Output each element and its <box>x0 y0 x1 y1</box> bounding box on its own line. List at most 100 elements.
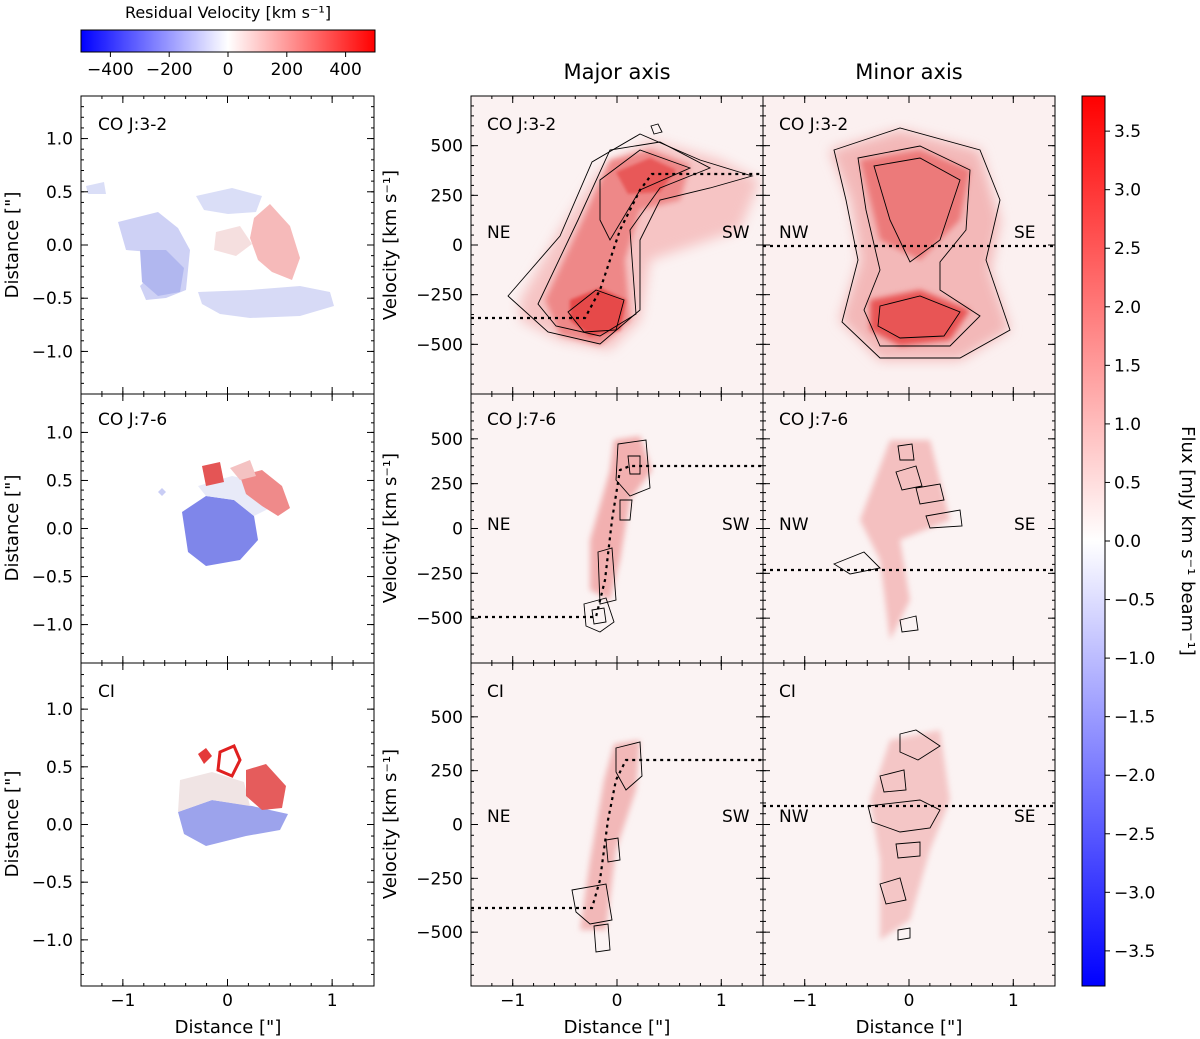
y-tick-label: 0.0 <box>46 236 73 256</box>
colorbar-top-gradient <box>80 29 376 53</box>
map-row3-red-dot <box>198 748 212 764</box>
pv-minor-row3-contour5 <box>879 877 907 905</box>
pv-major-row1-dir-right: SW <box>722 223 750 243</box>
x-tick-label: 0 <box>612 991 623 1011</box>
map-row1-blue-patch-north <box>196 188 262 214</box>
pv-major-row1-contour1 <box>507 133 754 345</box>
colorbar-right-tick-label: 1.0 <box>1114 415 1141 435</box>
pv-minor-row1-core-bottom <box>870 290 970 346</box>
map-row3-blue-patch <box>178 800 288 846</box>
pv-ylabel-row2: Velocity [km s⁻¹] <box>380 453 401 603</box>
colorbar-right-tick-label: −3.0 <box>1114 883 1155 903</box>
colorbar-right-tick-label: 1.5 <box>1114 356 1141 376</box>
y-tick-label: −500 <box>416 609 463 629</box>
y-tick-label: −0.5 <box>32 289 73 309</box>
pv-major-row2-contour-top <box>615 439 651 497</box>
pv-major-row1-dir-left: NE <box>487 223 510 243</box>
x-tick-label: −1 <box>110 991 135 1011</box>
y-tick-label: −0.5 <box>32 568 73 588</box>
pv-minor-row1-dir-left: NW <box>779 223 809 243</box>
colorbar-top-tick-label: 400 <box>329 60 361 80</box>
map-panel-row1-label: CO J:3-2 <box>98 115 167 135</box>
pv-minor-row1-contour2 <box>857 145 981 347</box>
y-tick-label: 0.5 <box>46 758 73 778</box>
map-row3-red-ring <box>216 744 242 778</box>
pv-major-row1-contour-small <box>650 123 663 135</box>
x-tick-label: −1 <box>500 991 525 1011</box>
pv-minor-row3-dir-right: SE <box>1014 807 1036 827</box>
pv-minor-row2: CO J:7-6 NW SE <box>762 393 1056 664</box>
pv-minor-row3: CI NW SE <box>762 662 1056 987</box>
pv-minor-row2-contour4 <box>925 509 963 529</box>
y-tick-label: −250 <box>416 869 463 889</box>
map-ylabel-row1: Distance ["] <box>2 192 23 299</box>
map-row1-blue-patch-core <box>140 250 184 296</box>
colorbar-right-tick-label: 0.5 <box>1114 473 1141 493</box>
pv-major-row3-contour-bottom <box>593 923 611 953</box>
pv-major-row3-rotation-curve <box>471 758 763 910</box>
y-tick-label: 0 <box>452 816 463 836</box>
pv-minor-xlabel: Distance ["] <box>856 1017 963 1038</box>
pv-ylabel-row1: Velocity [km s⁻¹] <box>380 170 401 320</box>
map-row1-blue-patch-far <box>86 182 106 194</box>
map-row2-residual-field <box>158 460 290 566</box>
map-panel-row2-label: CO J:7-6 <box>98 410 167 430</box>
pv-minor-row1: CO J:3-2 NW SE <box>762 95 1056 395</box>
pv-major-row1-rotation-curve <box>471 172 763 320</box>
pv-ylabel-row3: Velocity [km s⁻¹] <box>380 749 401 899</box>
pv-minor-row2-emission <box>833 440 963 640</box>
x-tick-label: 1 <box>1008 991 1019 1011</box>
pv-major-row3-contour-top <box>615 741 643 791</box>
pv-minor-row3-emission <box>867 729 950 941</box>
x-tick-label: 1 <box>327 991 338 1011</box>
pv-minor-row1-contour3 <box>873 157 961 263</box>
pv-minor-row3-ridge <box>870 730 950 940</box>
pv-minor-row2-dir-left: NW <box>779 515 809 535</box>
pv-minor-row2-ridge <box>860 440 950 640</box>
pv-minor-row2-contour2 <box>895 465 923 491</box>
pv-minor-row2-contour5 <box>833 551 881 575</box>
y-tick-label: −500 <box>416 335 463 355</box>
pv-major-row2-contour-bottom <box>583 597 615 633</box>
column-title-minor: Minor axis <box>855 60 963 84</box>
colorbar-top-tick-label: 200 <box>271 60 303 80</box>
y-tick-label: 250 <box>431 186 463 206</box>
pv-major-row2-contour-top-inner <box>627 455 641 475</box>
x-tick-label: 0 <box>222 991 233 1011</box>
pv-major-row2-label: CO J:7-6 <box>487 410 556 430</box>
pv-major-row2-dir-left: NE <box>487 515 510 535</box>
colorbar-top-tick-label: −200 <box>146 60 193 80</box>
pv-major-row1: CO J:3-2 NE SW <box>470 95 764 395</box>
colorbar-top-tick-label: −400 <box>87 60 134 80</box>
y-tick-label: 0 <box>452 236 463 256</box>
colorbar-right-tick-label: −3.5 <box>1114 942 1155 962</box>
map-ylabel-row3: Distance ["] <box>2 771 23 878</box>
colorbar-right-tick-label: 2.0 <box>1114 298 1141 318</box>
y-tick-label: 1.0 <box>46 700 73 720</box>
axis-ticks: 1.0 0.5 0.0 −0.5 −1.0 1.0 0.5 0.0 −0.5 −1.0 1.0 0.5… <box>32 95 1056 1011</box>
colorbar-right-tick-label: 0.0 <box>1114 532 1141 552</box>
pv-minor-row2-contour1 <box>897 443 915 461</box>
map-row1-pink-patch <box>214 226 252 256</box>
pv-minor-row3-contour1 <box>899 729 941 761</box>
colorbar-right-tick-label: 3.0 <box>1114 181 1141 201</box>
pv-major-row3-contour-mid <box>605 837 621 863</box>
y-tick-label: 500 <box>431 430 463 450</box>
map-panel-row1: CO J:3-2 <box>80 95 375 395</box>
colorbar-right-tick-label: −2.5 <box>1114 825 1155 845</box>
pv-minor-row1-label: CO J:3-2 <box>779 115 848 135</box>
pv-minor-row1-contour4 <box>877 295 961 339</box>
y-tick-label: 1.0 <box>46 423 73 443</box>
y-tick-label: −1.0 <box>32 342 73 362</box>
pv-minor-row2-contour3 <box>915 483 945 505</box>
pv-major-row1-contour4 <box>567 289 625 333</box>
x-tick-label: 0 <box>904 991 915 1011</box>
pv-minor-row3-label: CI <box>779 682 796 702</box>
pv-minor-row1-contour1 <box>833 127 1011 359</box>
map-row3-light-patch <box>178 772 250 812</box>
pv-major-row2: CO J:7-6 NE SW <box>470 393 764 664</box>
y-tick-label: −0.5 <box>32 873 73 893</box>
pv-major-row3-label: CI <box>487 682 504 702</box>
pv-major-row1-emission <box>507 123 760 350</box>
